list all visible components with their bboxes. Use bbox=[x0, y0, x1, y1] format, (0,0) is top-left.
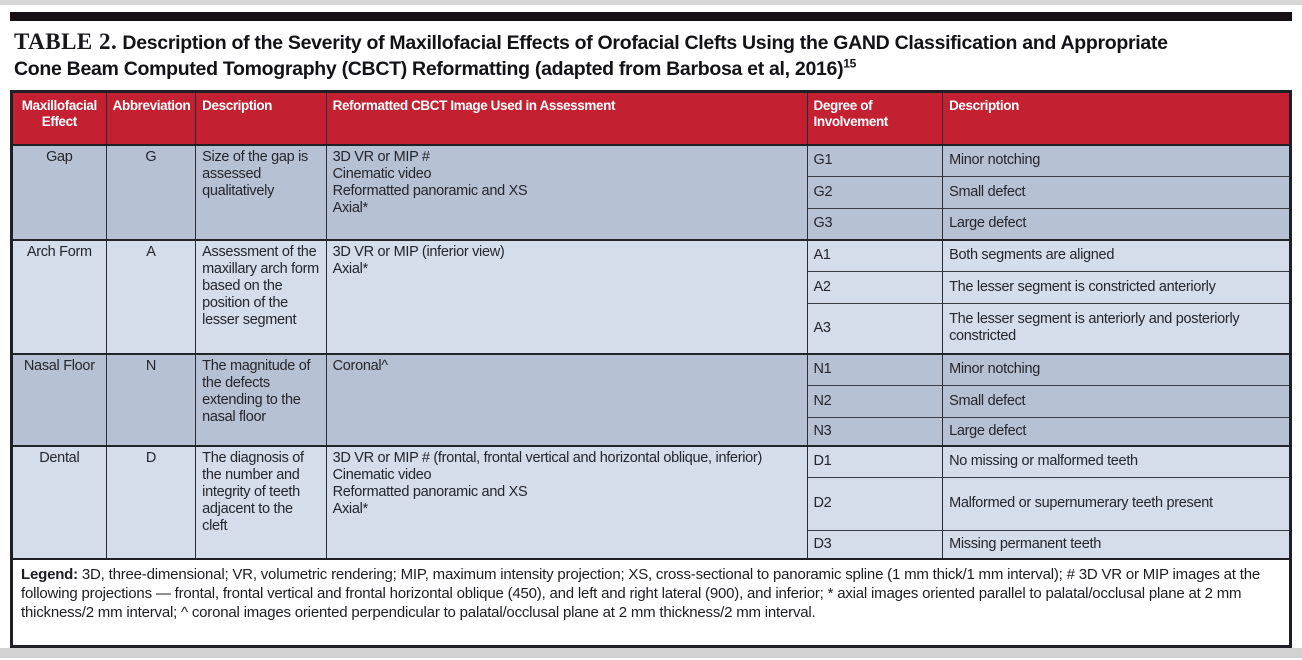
abbreviation-cell: A bbox=[105, 238, 196, 354]
degree-description-cell: The lesser segment is constricted anteri… bbox=[942, 271, 1291, 304]
effect-cell: Dental bbox=[11, 444, 107, 559]
degree-code-cell: A1 bbox=[806, 238, 943, 272]
degree-code-cell: N2 bbox=[806, 385, 943, 418]
top-scan-edge bbox=[0, 0, 1302, 5]
degree-code-cell: A3 bbox=[806, 303, 943, 354]
table-row-gap-g1: Gap G Size of the gap is assessed qualit… bbox=[11, 143, 1291, 240]
description-cell: Size of the gap is assessed qualitativel… bbox=[195, 143, 327, 240]
degree-code-cell: N1 bbox=[806, 352, 943, 386]
col-header-degree-description: Description bbox=[942, 91, 1291, 146]
description-cell: The diagnosis of the number and integrit… bbox=[195, 444, 327, 559]
degree-code-cell: G2 bbox=[806, 176, 943, 209]
table-title-line2: Cone Beam Computed Tomography (CBCT) Ref… bbox=[14, 57, 1292, 83]
effect-cell: Arch Form bbox=[11, 238, 107, 354]
legend-label: Legend: bbox=[21, 565, 78, 583]
header-row: Maxillofacial Effect Abbreviation Descri… bbox=[11, 91, 1291, 146]
degree-code-cell: A2 bbox=[806, 271, 943, 304]
legend-cell: Legend: 3D, three-dimensional; VR, volum… bbox=[11, 557, 1291, 646]
table-title-line1: TABLE 2. Description of the Severity of … bbox=[14, 27, 1292, 57]
col-header-degree-of-involvement: Degree of Involvement bbox=[806, 91, 944, 146]
table-row-nasalfloor-n1: Nasal Floor N The magnitude of the defec… bbox=[11, 352, 1291, 446]
degree-description-cell: Minor notching bbox=[942, 143, 1291, 177]
abbreviation-cell: G bbox=[105, 143, 196, 240]
table-row-gap-g3: G3 Large defect bbox=[12, 208, 1291, 240]
cbct-cell: 3D VR or MIP # Cinematic video Reformatt… bbox=[325, 143, 808, 240]
cbct-cell: 3D VR or MIP (inferior view) Axial* bbox=[325, 238, 808, 354]
table-row-dental-d2: D2 Malformed or supernumerary teeth pres… bbox=[12, 477, 1291, 531]
description-cell: Assessment of the maxillary arch form ba… bbox=[195, 238, 327, 354]
cbct-cell: 3D VR or MIP # (frontal, frontal vertica… bbox=[325, 444, 808, 559]
col-header-abbreviation: Abbreviation bbox=[105, 91, 197, 146]
degree-description-cell: Large defect bbox=[942, 208, 1291, 240]
table-title-text1: Description of the Severity of Maxillofa… bbox=[122, 32, 1168, 54]
table-row-nasalfloor-n2: N2 Small defect bbox=[12, 385, 1291, 418]
degree-code-cell: D1 bbox=[806, 444, 943, 478]
col-header-cbct-image: Reformatted CBCT Image Used in Assessmen… bbox=[325, 91, 808, 146]
degree-description-cell: The lesser segment is anteriorly and pos… bbox=[942, 303, 1291, 354]
reference-superscript: 15 bbox=[843, 56, 857, 71]
table-row-archform-a1: Arch Form A Assessment of the maxillary … bbox=[11, 238, 1291, 354]
effect-cell: Nasal Floor bbox=[11, 352, 107, 446]
title-rule-bar bbox=[10, 12, 1292, 21]
degree-description-cell: Both segments are aligned bbox=[942, 238, 1291, 272]
degree-description-cell: Small defect bbox=[942, 385, 1291, 418]
degree-description-cell: Small defect bbox=[942, 176, 1291, 209]
table-row-archform-a3: A3 The lesser segment is anteriorly and … bbox=[12, 303, 1291, 354]
degree-code-cell: N3 bbox=[806, 417, 943, 446]
description-cell: The magnitude of the defects extending t… bbox=[195, 352, 327, 446]
degree-description-cell: Missing permanent teeth bbox=[942, 530, 1291, 559]
degree-description-cell: No missing or malformed teeth bbox=[942, 444, 1291, 478]
degree-code-cell: G1 bbox=[806, 143, 943, 177]
table-row-gap-g2: G2 Small defect bbox=[12, 176, 1291, 209]
table-title-text2: Cone Beam Computed Tomography (CBCT) Ref… bbox=[14, 58, 844, 81]
degree-description-cell: Large defect bbox=[942, 417, 1291, 446]
col-header-maxillofacial-effect: Maxillofacial Effect bbox=[11, 91, 107, 146]
degree-code-cell: D3 bbox=[806, 530, 943, 559]
cbct-cell: Coronal^ bbox=[325, 352, 808, 446]
table-row-dental-d3: D3 Missing permanent teeth bbox=[12, 530, 1291, 559]
degree-description-cell: Malformed or supernumerary teeth present bbox=[942, 477, 1291, 531]
col-header-description: Description bbox=[195, 91, 327, 146]
degree-code-cell: D2 bbox=[806, 477, 943, 531]
bottom-scan-edge bbox=[0, 648, 1302, 658]
legend-text: 3D, three-dimensional; VR, volumetric re… bbox=[21, 565, 1260, 621]
degree-description-cell: Minor notching bbox=[942, 352, 1291, 386]
table-row-dental-d1: Dental D The diagnosis of the number and… bbox=[11, 444, 1291, 559]
table-row-archform-a2: A2 The lesser segment is constricted ant… bbox=[12, 271, 1291, 304]
abbreviation-cell: D bbox=[105, 444, 196, 559]
table-title: TABLE 2. Description of the Severity of … bbox=[14, 27, 1292, 83]
table-row-nasalfloor-n3: N3 Large defect bbox=[12, 417, 1291, 446]
degree-code-cell: G3 bbox=[806, 208, 943, 240]
effect-cell: Gap bbox=[11, 143, 107, 240]
abbreviation-cell: N bbox=[105, 352, 196, 446]
gand-classification-table: Maxillofacial Effect Abbreviation Descri… bbox=[10, 90, 1292, 648]
table-number-label: TABLE 2. bbox=[14, 29, 118, 54]
legend-row: Legend: 3D, three-dimensional; VR, volum… bbox=[11, 557, 1291, 646]
